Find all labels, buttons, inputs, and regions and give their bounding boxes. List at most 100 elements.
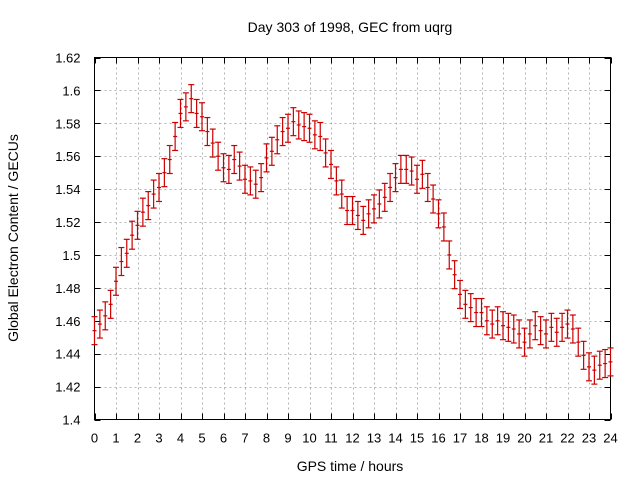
data-point [295,110,302,140]
data-point [607,347,614,377]
data-point [543,319,549,349]
y-axis-label: Global Electron Content / GECUs [5,134,21,342]
grid [94,57,611,420]
x-tick-label: 12 [345,431,359,446]
x-tick-label: 3 [155,431,162,446]
data-point [215,141,222,171]
y-tick-label: 1.62 [55,51,80,66]
data-point [467,293,474,323]
x-tick-label: 19 [496,431,510,446]
data-point [322,138,329,168]
data-point [118,246,125,277]
data-point [306,113,313,143]
x-tick-label: 9 [284,431,291,446]
data-point [279,116,286,147]
data-point [505,312,512,342]
data-point [435,199,442,229]
data-point [451,260,458,290]
data-point [440,212,447,242]
data-point [580,340,587,370]
ticks [94,57,612,421]
data-point [236,151,243,181]
data-point [510,314,517,344]
x-tick-label: 5 [198,431,205,446]
data-point [172,121,179,152]
y-tick-label: 1.52 [55,215,80,230]
data-point [387,172,394,203]
data-point [182,92,189,122]
x-tick-label: 23 [582,431,596,446]
y-tick-label: 1.5 [62,248,80,263]
data-point [290,107,297,137]
data-point [129,220,136,250]
x-tick-label: 14 [388,431,402,446]
data-point [354,200,361,231]
data-point [419,159,426,189]
data-point [161,158,168,188]
x-tick-label: 15 [410,431,424,446]
tick-labels: 0 1 2 3 4 5 6 7 8 9 10 11 12 13 14 15 16 17 18 19 20 21 22 23 24… [55,51,618,446]
data-point [489,309,496,339]
x-tick-label: 13 [367,431,381,446]
data-point [392,163,399,193]
x-tick-label: 17 [453,431,467,446]
data-point [446,240,453,270]
chart-title: Day 303 of 1998, GEC from uqrg [248,19,453,35]
y-tick-label: 1.4 [62,413,80,428]
x-tick-label: 7 [241,431,248,446]
y-tick-label: 1.54 [55,182,80,197]
data-point [602,348,609,379]
data-point [225,154,232,184]
data-point [371,194,377,224]
x-tick-label: 22 [560,431,574,446]
data-point [107,289,114,319]
data-point [311,120,318,150]
x-tick-label: 11 [324,431,338,446]
data-point [532,311,539,341]
data-point [596,350,603,380]
data-point [193,98,200,129]
x-tick-label: 6 [220,431,227,446]
data-point [268,136,275,166]
data-point [209,128,216,158]
y-tick-label: 1.42 [55,380,80,395]
data-point [247,166,254,196]
data-point [360,205,367,235]
data-point [91,316,98,346]
data-point [134,210,141,240]
data-point [285,113,291,143]
data-point [328,149,334,180]
data-point [575,327,582,357]
data-point [408,156,415,186]
data-point [526,319,533,349]
data-point [333,166,340,196]
x-tick-label: 18 [474,431,488,446]
data-point [397,154,404,184]
x-tick-label: 2 [134,431,141,446]
data-point [516,319,523,349]
data-point [365,199,372,229]
data-point [414,164,420,194]
data-point [494,306,501,336]
data-point [548,312,555,342]
data-point [139,197,146,227]
y-tick-label: 1.46 [55,314,80,329]
data-point [177,98,184,129]
data-point [478,297,485,328]
data-point [569,314,576,344]
y-tick-label: 1.56 [55,149,80,164]
data-point [473,297,480,328]
data-point [403,154,410,184]
data-point [462,289,469,319]
x-axis-label: GPS time / hours [297,458,404,474]
y-tick-label: 1.48 [55,281,80,296]
data-point [301,112,308,142]
data-point [220,153,227,183]
x-tick-label: 8 [263,431,270,446]
data-point [150,179,157,209]
data-point [591,355,598,385]
data-point [166,144,173,175]
data-point [188,84,195,114]
data-point [156,172,162,203]
